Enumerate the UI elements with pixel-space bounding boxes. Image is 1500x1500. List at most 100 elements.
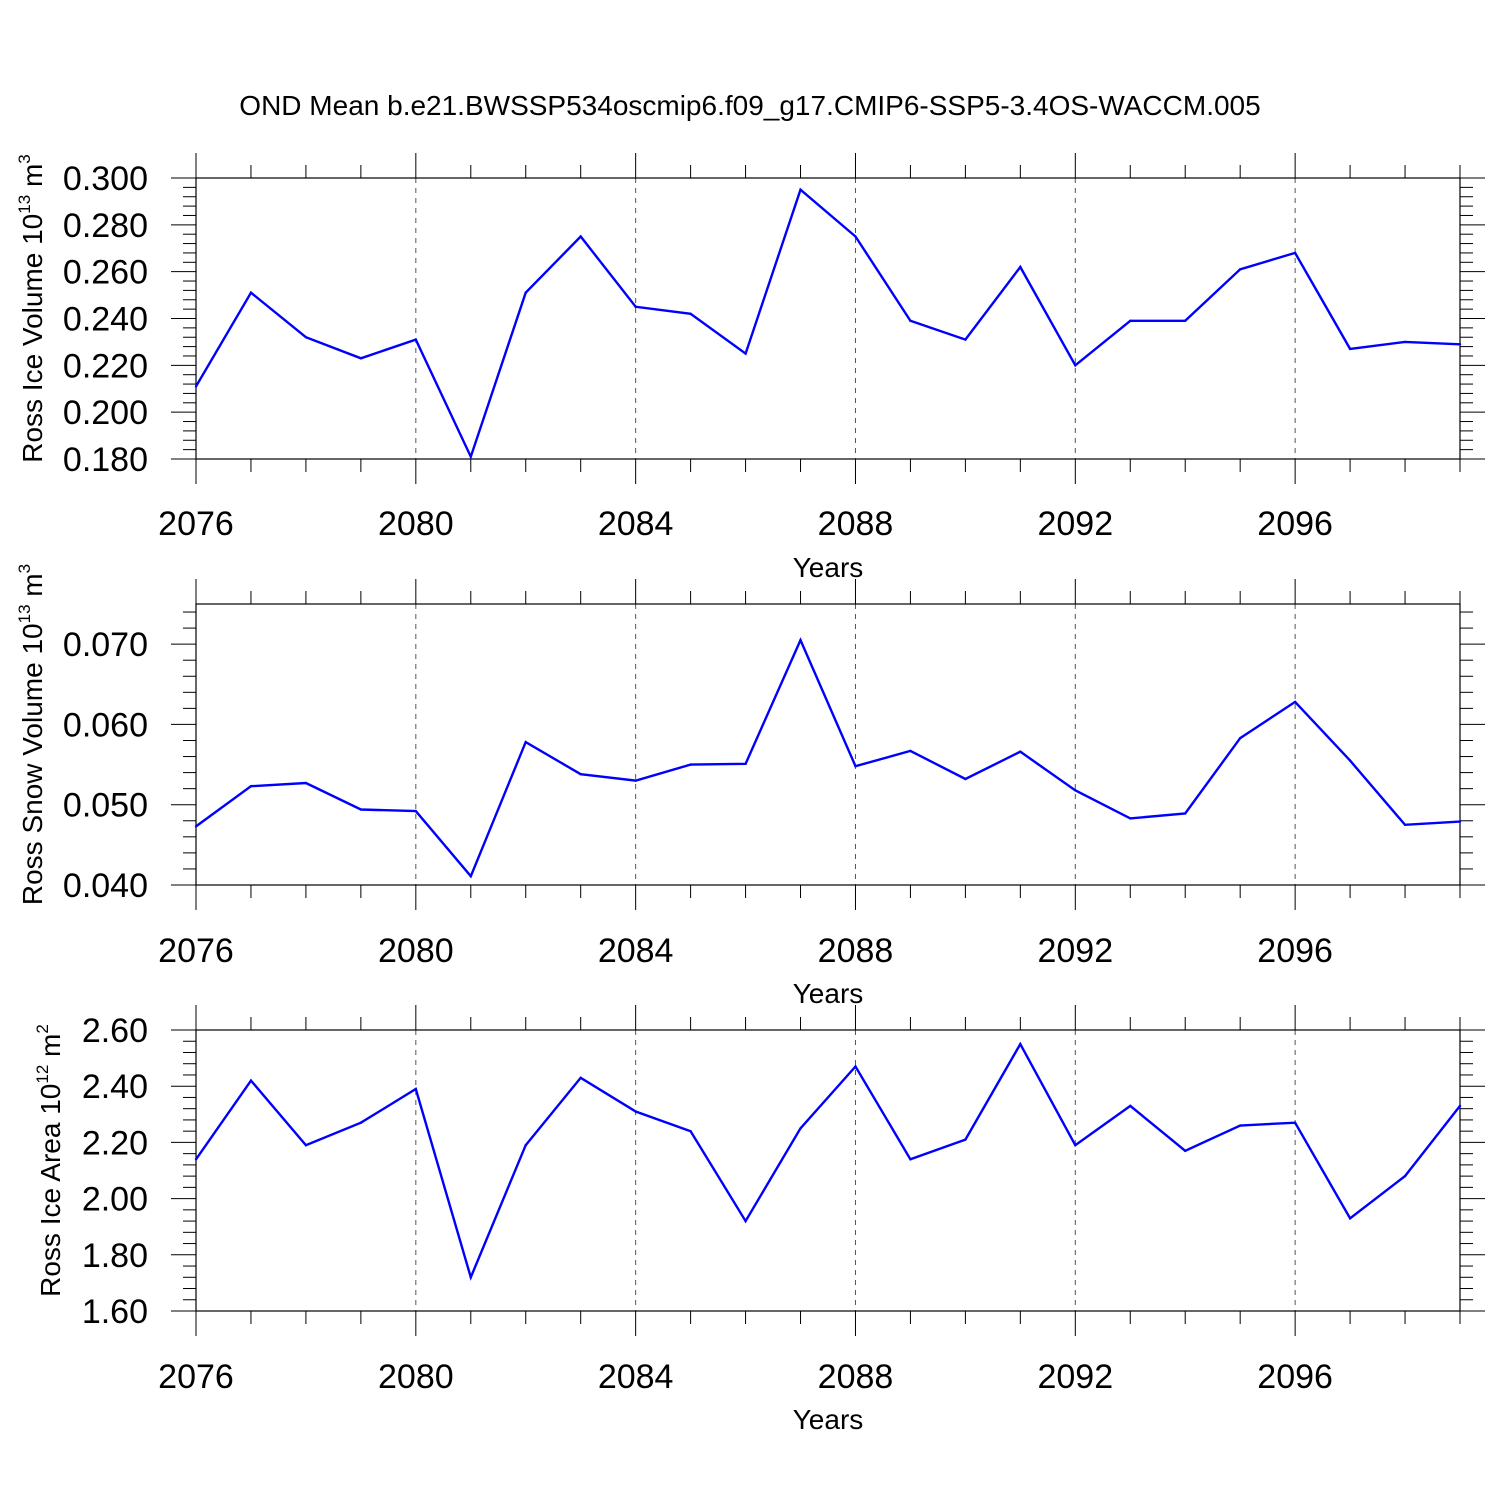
- y-axis-title-exponent: 13: [15, 604, 34, 623]
- data-point: [469, 455, 472, 458]
- data-series-line: [195, 1041, 1461, 1281]
- data-point: [1129, 319, 1132, 323]
- data-point: [964, 1138, 967, 1141]
- y-tick-label: 0.220: [63, 347, 148, 385]
- data-point: [1348, 1217, 1352, 1220]
- x-tick-label: 2092: [1037, 932, 1113, 970]
- x-axis-title: Years: [793, 1404, 864, 1435]
- chart-title: OND Mean b.e21.BWSSP534oscmip6.f09_g17.C…: [239, 90, 1260, 121]
- data-point: [1458, 343, 1462, 346]
- data-point: [634, 779, 637, 782]
- y-axis-title-unit-exponent: 3: [15, 564, 34, 573]
- y-axis-title-main: Ross Snow Volume 10: [17, 623, 48, 905]
- y-axis-title-exponent: 13: [15, 195, 34, 214]
- data-point: [579, 773, 582, 776]
- data-point: [524, 740, 527, 744]
- data-point: [909, 749, 912, 753]
- data-point: [304, 781, 308, 785]
- data-point: [194, 385, 198, 388]
- data-point: [249, 785, 253, 788]
- data-point: [414, 1087, 418, 1091]
- x-tick-label: 2080: [378, 932, 454, 970]
- data-point: [799, 1127, 802, 1130]
- y-axis-title: Ross Snow Volume 1013 m3: [15, 564, 48, 905]
- y-tick-label: 0.300: [63, 160, 148, 198]
- data-point: [524, 1144, 527, 1147]
- data-point: [1348, 347, 1352, 351]
- data-point: [1293, 1121, 1297, 1124]
- x-tick-label: 2092: [1037, 505, 1113, 543]
- plot-frame: [195, 1029, 1461, 1312]
- data-point: [744, 762, 747, 765]
- data-point: [1403, 340, 1407, 344]
- y-axis-title-unit: m: [17, 164, 48, 195]
- data-point: [524, 291, 527, 294]
- data-point: [854, 1065, 857, 1068]
- data-point: [1184, 319, 1187, 323]
- data-point: [1074, 364, 1077, 367]
- x-tick-label: 2084: [598, 932, 674, 970]
- x-tick-label: 2096: [1257, 932, 1333, 970]
- y-axis-title-unit-exponent: 2: [33, 1024, 52, 1033]
- data-point: [469, 1276, 472, 1279]
- y-tick-label: 0.280: [63, 207, 148, 245]
- data-point: [414, 338, 418, 341]
- data-point: [249, 1079, 253, 1082]
- panel-2: 2076 2080 2084 2088 2092 2096 Years 0.040 0.050 0…: [15, 564, 1485, 1009]
- data-point: [359, 808, 363, 811]
- y-axis-title-unit: m: [17, 573, 48, 604]
- data-point: [1074, 789, 1077, 792]
- x-tick-label: 2088: [818, 932, 894, 970]
- y-tick-label: 1.80: [82, 1237, 148, 1275]
- data-point: [909, 319, 912, 323]
- y-axis-title-unit: m: [35, 1034, 66, 1065]
- data-point: [799, 188, 802, 191]
- x-tick-label: 2076: [158, 932, 234, 970]
- plot-frame: [195, 603, 1461, 886]
- data-point: [1403, 823, 1407, 826]
- panel-1: 2076 2080 2084 2088 2092 2096 Years 0.180 0.200 0…: [15, 153, 1485, 583]
- x-tick-label: 2076: [158, 505, 234, 543]
- data-point: [194, 1158, 198, 1161]
- data-point: [1019, 750, 1022, 753]
- data-point: [249, 291, 253, 294]
- data-point: [744, 352, 747, 355]
- data-point: [1019, 265, 1022, 269]
- y-tick-label: 0.260: [63, 254, 148, 292]
- data-point: [414, 809, 418, 813]
- panel-3: 2076 2080 2084 2088 2092 2096 Years 1.60 1.80 2.0…: [33, 1005, 1485, 1435]
- x-tick-label: 2088: [818, 1358, 894, 1396]
- data-point: [964, 338, 967, 341]
- data-point: [1458, 1104, 1462, 1108]
- data-point: [964, 777, 967, 781]
- data-point: [1184, 1149, 1187, 1153]
- x-tick-label: 2092: [1037, 1358, 1113, 1396]
- y-tick-label: 2.00: [82, 1181, 148, 1219]
- data-point: [1238, 268, 1242, 271]
- data-point: [469, 874, 472, 878]
- x-tick-label: 2096: [1257, 1358, 1333, 1396]
- y-tick-label: 0.040: [63, 867, 148, 905]
- data-point: [744, 1219, 747, 1223]
- data-point: [909, 1158, 912, 1161]
- y-tick-label: 0.180: [63, 441, 148, 479]
- data-point: [1403, 1174, 1407, 1178]
- data-point: [689, 763, 692, 766]
- x-axis-title: Years: [793, 978, 864, 1009]
- data-point: [634, 1110, 637, 1113]
- y-tick-label: 0.060: [63, 706, 148, 744]
- y-axis-title: Ross Ice Volume 1013 m3: [15, 154, 48, 463]
- y-axis-title-main: Ross Ice Area 10: [35, 1084, 66, 1297]
- data-point: [1293, 251, 1297, 255]
- y-tick-label: 2.20: [82, 1124, 148, 1162]
- x-tick-label: 2084: [598, 1358, 674, 1396]
- data-point: [1129, 817, 1132, 820]
- data-point: [194, 825, 198, 828]
- data-point: [304, 1144, 308, 1147]
- data-point: [1238, 1124, 1242, 1127]
- panels: 2076 2080 2084 2088 2092 2096 Years 0.180 0.200 0…: [15, 153, 1485, 1435]
- data-point: [359, 357, 363, 360]
- y-axis-title-main: Ross Ice Volume 10: [17, 214, 48, 463]
- data-series-line: [195, 637, 1461, 879]
